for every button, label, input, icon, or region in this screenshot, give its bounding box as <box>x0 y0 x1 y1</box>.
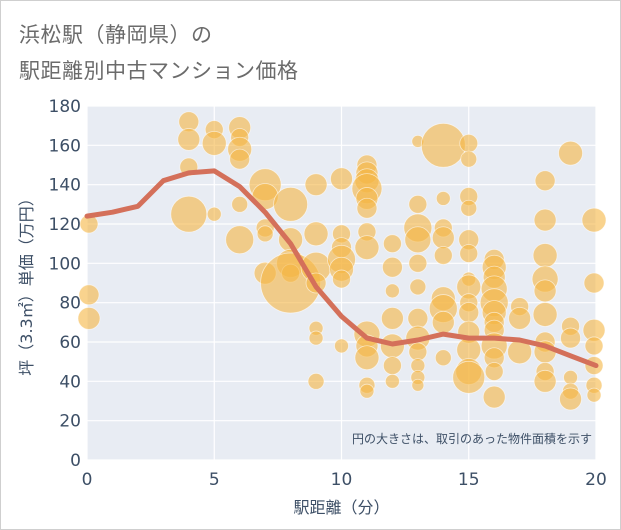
y-tick-label: 40 <box>59 372 81 392</box>
bubble-point <box>380 306 404 330</box>
bubble-point <box>459 244 479 263</box>
y-tick-label: 60 <box>59 333 81 353</box>
bubble-size-note: 円の大きさは、取引のあった物件面積を示す <box>352 431 592 446</box>
bubble-point <box>206 206 222 222</box>
bubble-point <box>581 207 607 233</box>
bubble-point <box>533 208 557 232</box>
bubble-point <box>458 302 480 323</box>
bubble-point <box>332 269 351 289</box>
bubble-point <box>433 246 453 265</box>
x-tick-label: 5 <box>209 470 220 490</box>
bubble-point <box>404 226 432 254</box>
bubble-point <box>408 194 428 214</box>
bubble-point <box>77 306 101 330</box>
y-tick-label: 0 <box>70 451 81 471</box>
x-tick-label: 15 <box>458 470 480 490</box>
bubble-point <box>435 191 451 206</box>
chart-title-line1: 浜松駅（静岡県）の <box>19 23 213 47</box>
y-axis-label: 坪（3.3㎡）単価（万円） <box>17 190 36 375</box>
bubble-point <box>508 306 532 330</box>
bubble-point <box>303 221 329 247</box>
bubble-point <box>304 173 328 197</box>
bubble-point <box>330 167 353 191</box>
bubble-point <box>231 195 249 213</box>
bubble-point <box>558 140 583 166</box>
bubble-point <box>307 372 325 390</box>
bubble-point <box>356 197 378 219</box>
y-tick-label: 160 <box>49 136 81 156</box>
y-tick-label: 180 <box>49 97 81 117</box>
bubble-point <box>584 336 604 356</box>
y-tick-label: 80 <box>59 294 81 314</box>
bubble-point <box>201 130 227 156</box>
bubble-point <box>308 330 324 346</box>
bubble-point <box>563 369 578 385</box>
bubble-point <box>560 327 581 349</box>
bubble-point <box>354 345 380 371</box>
bubble-point <box>586 387 602 403</box>
bubble-point <box>409 278 427 296</box>
bubble-point <box>354 235 380 261</box>
x-tick-label: 0 <box>82 470 93 490</box>
bubble-point <box>533 369 557 393</box>
bubble-point <box>533 279 557 303</box>
bubble-point <box>431 226 455 250</box>
bubble-point <box>532 243 558 268</box>
y-tick-label: 20 <box>59 412 81 432</box>
bubble-point <box>431 310 455 334</box>
bubble-point <box>229 148 251 170</box>
bubble-point <box>411 378 425 392</box>
bubble-point <box>420 122 466 168</box>
bubble-point <box>583 272 605 294</box>
average-price-line <box>84 168 599 369</box>
y-tick-label: 140 <box>49 176 81 196</box>
y-tick-label: 100 <box>49 254 81 274</box>
bubble-point <box>532 302 558 327</box>
chart-title-line2: 駅距離別中古マンション価格 <box>19 59 299 83</box>
bubble-point <box>434 349 452 367</box>
bubble-point <box>384 283 400 299</box>
bubble-point <box>177 128 201 151</box>
bubble-point <box>407 307 429 329</box>
bubble-point <box>482 385 506 409</box>
x-tick-label: 10 <box>331 470 353 490</box>
bubble-point <box>408 253 428 273</box>
bubble-point <box>384 373 400 389</box>
bubble-point <box>460 199 478 217</box>
bubble-point <box>273 186 309 222</box>
y-tick-label: 120 <box>49 215 81 235</box>
bubble-point <box>484 362 504 381</box>
bubble-point <box>256 225 274 243</box>
bubble-point <box>359 383 375 399</box>
bubble-point <box>382 234 402 254</box>
bubble-point <box>170 195 208 233</box>
x-tick-label: 20 <box>585 470 607 490</box>
bubble-point <box>534 170 556 192</box>
bubble-point <box>334 338 349 354</box>
bubble-point <box>381 256 403 278</box>
x-axis-ticks: 0 5 10 15 20 <box>82 470 607 490</box>
bubble-point <box>382 356 402 376</box>
bubble-point <box>460 150 478 168</box>
bubble-point <box>408 342 428 362</box>
bubble-point <box>452 360 486 394</box>
bubble-point <box>459 133 479 153</box>
bubble-point <box>225 225 255 255</box>
bubble-point <box>78 284 100 306</box>
x-axis-label: 駅距離（分） <box>293 498 389 517</box>
y-axis-ticks: 0 20 40 60 80 100 120 140 160 180 <box>49 97 81 471</box>
bubble-point <box>559 387 582 411</box>
